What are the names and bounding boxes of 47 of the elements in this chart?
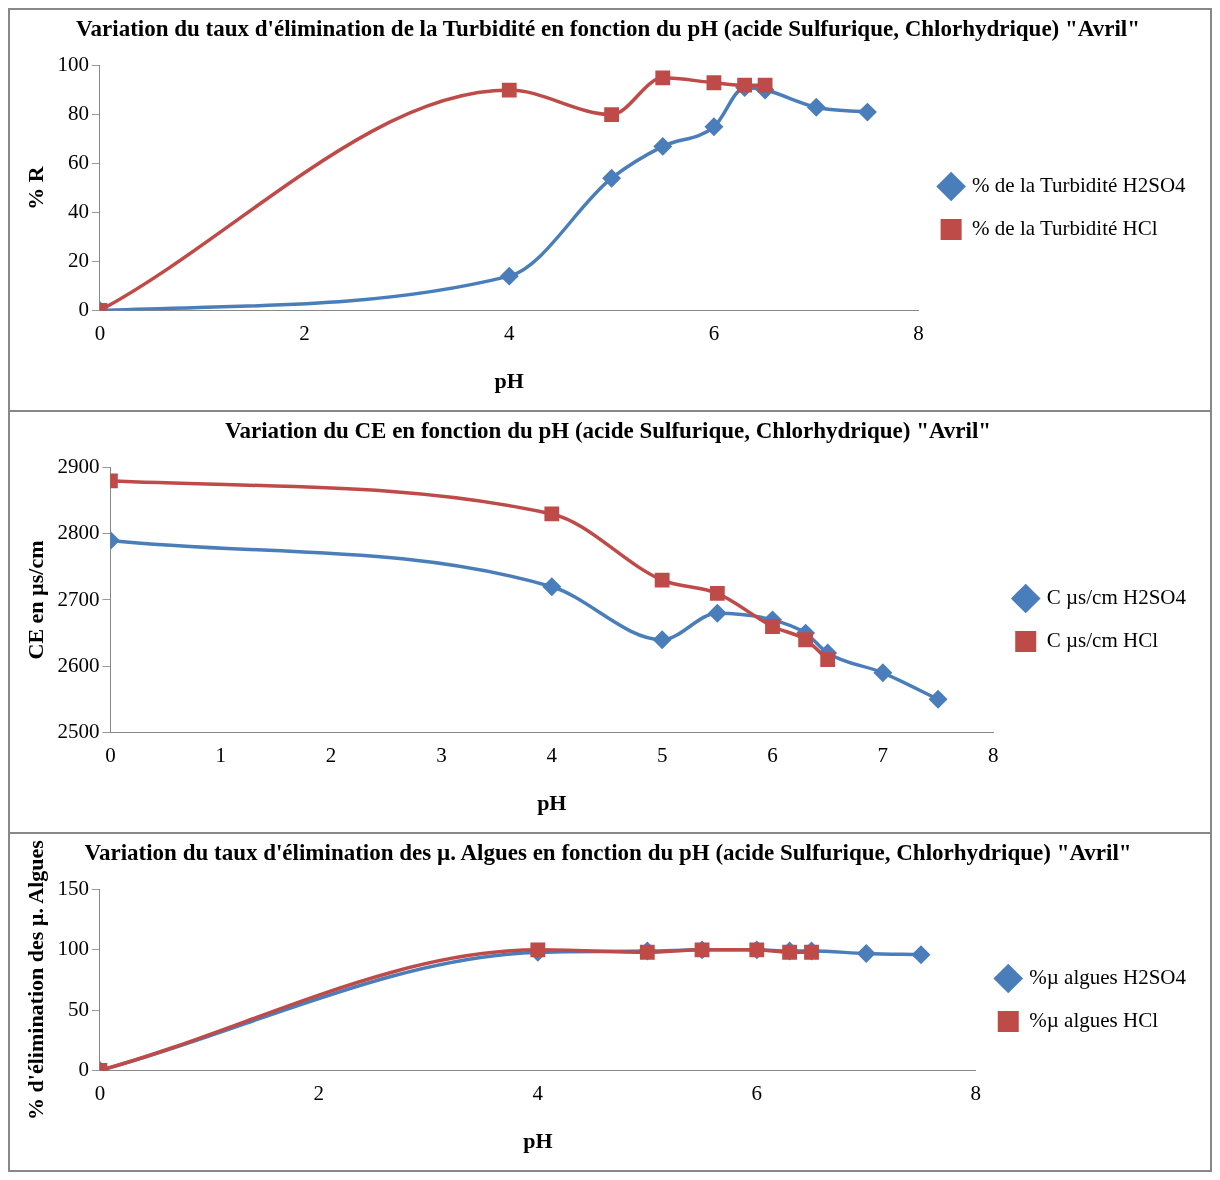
x-tick-label: 6 bbox=[751, 1080, 763, 1105]
legend-label: %µ algues H2SO4 bbox=[1029, 965, 1187, 990]
y-tick-label: 2800 bbox=[57, 520, 100, 545]
y-tick-label: 2600 bbox=[57, 652, 100, 677]
x-tick-label: 1 bbox=[215, 742, 226, 767]
legend-label: % de la Turbidité HCl bbox=[972, 216, 1158, 241]
legend-label: C µs/cm HCl bbox=[1046, 628, 1159, 653]
legend-label: C µs/cm H2SO4 bbox=[1046, 585, 1187, 610]
y-tick-label: 20 bbox=[67, 247, 89, 272]
y-tick-label: 50 bbox=[67, 996, 89, 1021]
x-tick-label: 8 bbox=[987, 742, 999, 767]
x-tick-label: 4 bbox=[504, 320, 516, 345]
chart-title: Variation du CE en fonction du pH (acide Sulfurique, Chlorhydrique) "Avril" bbox=[224, 417, 992, 443]
x-tick-label: 0 bbox=[105, 742, 116, 767]
x-tick-label: 4 bbox=[532, 1080, 544, 1105]
x-tick-label: 2 bbox=[325, 742, 337, 767]
chart-title: Variation du taux d'élimination de la Turbidité en fonction du pH (acide Sulfurique, Chlorhydrique) "Avril" bbox=[76, 15, 1140, 41]
y-tick-label: 2700 bbox=[57, 586, 100, 611]
y-axis-title: % d'élimination des µ. Algues bbox=[22, 839, 48, 1120]
y-tick-label: 2900 bbox=[57, 454, 100, 479]
y-axis-title: CE en µs/cm bbox=[22, 540, 48, 660]
x-tick-label: 2 bbox=[299, 320, 310, 345]
y-tick-label: 60 bbox=[67, 150, 89, 175]
x-tick-label: 8 bbox=[970, 1080, 981, 1105]
x-axis-title: pH bbox=[494, 368, 524, 394]
x-tick-label: 6 bbox=[767, 742, 778, 767]
chart-title: Variation du taux d'élimination des µ. Algues en fonction du pH (acide Sulfurique, Chlorhydrique) "Avril" bbox=[84, 839, 1132, 865]
y-tick-label: 100 bbox=[57, 936, 89, 961]
x-tick-label: 8 bbox=[913, 320, 924, 345]
x-tick-label: 4 bbox=[546, 742, 558, 767]
x-axis-title: pH bbox=[537, 790, 567, 816]
x-tick-label: 6 bbox=[708, 320, 720, 345]
y-tick-label: 100 bbox=[57, 52, 89, 77]
x-axis-title: pH bbox=[523, 1128, 553, 1154]
y-tick-label: 2500 bbox=[57, 718, 100, 743]
y-tick-label: 80 bbox=[67, 101, 89, 126]
y-axis-title: % R bbox=[22, 165, 48, 210]
x-tick-label: 5 bbox=[656, 742, 668, 767]
y-tick-label: 0 bbox=[78, 1056, 89, 1081]
y-tick-label: 0 bbox=[78, 296, 89, 321]
y-tick-label: 150 bbox=[57, 876, 89, 901]
x-tick-label: 2 bbox=[313, 1080, 325, 1105]
legend-label: %µ algues HCl bbox=[1029, 1008, 1159, 1033]
y-tick-label: 40 bbox=[67, 199, 89, 223]
x-tick-label: 7 bbox=[877, 742, 889, 767]
x-tick-label: 3 bbox=[436, 742, 447, 767]
legend-label: % de la Turbidité H2SO4 bbox=[972, 173, 1187, 198]
